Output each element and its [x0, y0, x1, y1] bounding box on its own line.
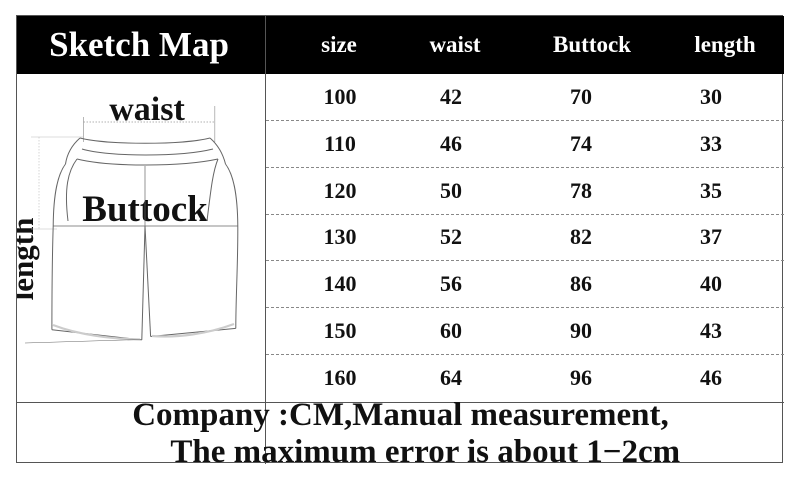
svg-text:length: length — [17, 218, 40, 301]
svg-text:waist: waist — [109, 91, 185, 128]
